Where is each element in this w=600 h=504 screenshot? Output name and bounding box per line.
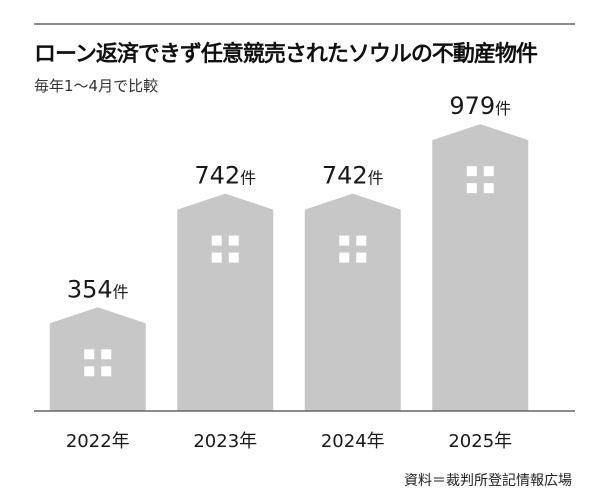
bar-window-icon-2-4 bbox=[228, 252, 239, 263]
bar-window-icon-2-1 bbox=[211, 235, 222, 246]
value-label-1: 354件 bbox=[67, 275, 129, 303]
bar-window-icon-1-3 bbox=[84, 366, 95, 377]
bar-window-icon-3-1 bbox=[339, 235, 350, 246]
value-label-4: 979件 bbox=[449, 92, 511, 120]
value-label-2: 742件 bbox=[194, 162, 256, 190]
bar-window-icon-2-3 bbox=[211, 252, 222, 263]
top-rule bbox=[34, 23, 575, 25]
bar-4 bbox=[432, 124, 529, 411]
x-tick-label-3: 2024年 bbox=[321, 431, 385, 452]
bar-3 bbox=[304, 193, 401, 411]
bar-window-icon-1-4 bbox=[101, 366, 112, 377]
chart-title: ローン返済できず任意競売されたソウルの不動産物件 bbox=[34, 42, 538, 67]
bar-window-icon-4-3 bbox=[466, 183, 477, 194]
bar-1 bbox=[49, 307, 146, 411]
x-tick-label-1: 2022年 bbox=[66, 431, 130, 452]
bar-window-icon-3-3 bbox=[339, 252, 350, 263]
bar-window-icon-3-4 bbox=[356, 252, 367, 263]
bar-2 bbox=[177, 193, 274, 411]
chart-subtitle: 毎年1～4月で比較 bbox=[34, 77, 159, 95]
x-tick-label-2: 2023年 bbox=[193, 431, 257, 452]
bar-window-icon-4-1 bbox=[466, 166, 477, 177]
value-label-3: 742件 bbox=[322, 162, 384, 190]
bar-window-icon-4-2 bbox=[483, 166, 494, 177]
bar-window-icon-4-4 bbox=[483, 183, 494, 194]
source-note: 資料＝裁判所登記情報広場 bbox=[404, 473, 572, 489]
bar-window-icon-2-2 bbox=[228, 235, 239, 246]
bar-window-icon-1-1 bbox=[84, 349, 95, 360]
bar-window-icon-1-2 bbox=[101, 349, 112, 360]
x-tick-label-4: 2025年 bbox=[448, 431, 512, 452]
bar-window-icon-3-2 bbox=[356, 235, 367, 246]
